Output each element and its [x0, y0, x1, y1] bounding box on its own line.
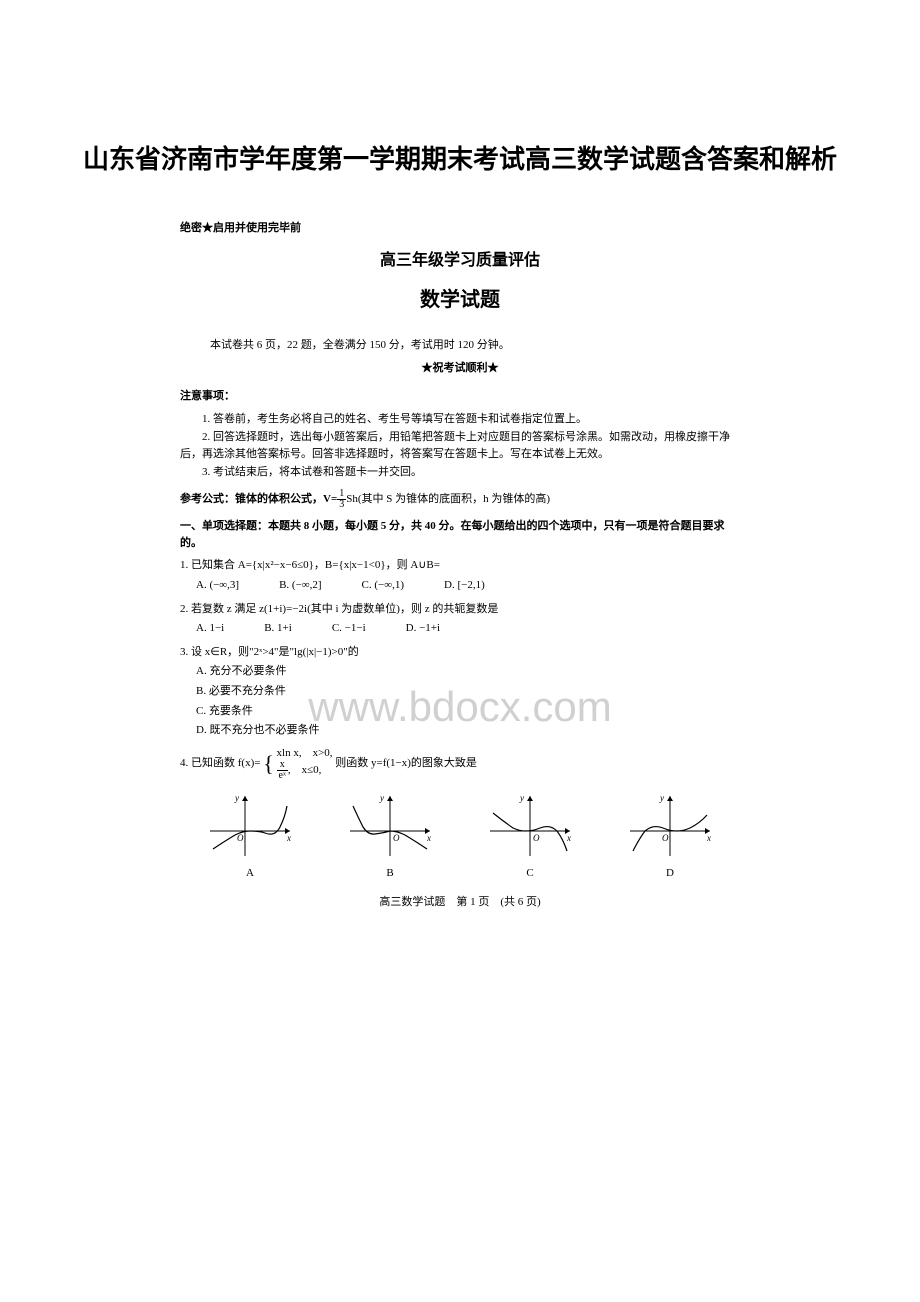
question-2: 2. 若复数 z 满足 z(1+i)=−2i(其中 i 为虚数单位)，则 z 的… [180, 601, 740, 638]
svg-text:x: x [566, 833, 571, 843]
confidential-notice: 绝密★启用并使用完毕前 [180, 219, 740, 239]
document-main-title: 山东省济南市学年度第一学期期末考试高三数学试题含答案和解析 [60, 140, 860, 179]
formula-suffix: Sh(其中 S 为锥体的底面积，h 为锥体的高) [346, 493, 550, 505]
q1-opt-b: B. (−∞,2] [279, 577, 321, 595]
q1-text: 1. 已知集合 A={x|x²−x−6≤0}，B={x|x−1<0}，则 A∪B… [180, 557, 740, 575]
q3-opt-b: B. 必要不充分条件 [196, 683, 740, 701]
page-footer: 高三数学试题 第 1 页 (共 6 页) [180, 893, 740, 913]
formula-label: 参考公式：锥体的体积公式，V= [180, 493, 337, 505]
graph-d: x y O D [625, 791, 715, 883]
graph-b-label: B [345, 865, 435, 883]
svg-text:O: O [662, 833, 669, 843]
exam-info: 本试卷共 6 页，22 题，全卷满分 150 分，考试用时 120 分钟。 [210, 336, 740, 356]
q4-case1: xln x, x>0, [277, 747, 333, 759]
formula-fraction: 13 [337, 489, 346, 510]
graph-d-label: D [625, 865, 715, 883]
graph-c-label: C [485, 865, 575, 883]
svg-text:x: x [706, 833, 711, 843]
graph-row: x y O A x y O [180, 791, 740, 883]
q3-text: 3. 设 x∈R，则"2ˣ>4"是"lg(|x|−1)>0"的 [180, 644, 740, 662]
question-1: 1. 已知集合 A={x|x²−x−6≤0}，B={x|x−1<0}，则 A∪B… [180, 557, 740, 594]
exam-content: www.bdocx.com 绝密★启用并使用完毕前 高三年级学习质量评估 数学试… [180, 219, 740, 912]
graph-b: x y O B [345, 791, 435, 883]
q1-opt-c: C. (−∞,1) [362, 577, 404, 595]
svg-text:O: O [533, 833, 540, 843]
graph-b-svg: x y O [345, 791, 435, 861]
q4-case2-suffix: , x≤0, [288, 764, 322, 776]
svg-text:O: O [393, 833, 400, 843]
q4-suffix: 则函数 y=f(1−x)的图象大致是 [335, 757, 477, 769]
q2-opt-d: D. −1+i [406, 620, 440, 638]
graph-c-svg: x y O [485, 791, 575, 861]
q3-opt-d: D. 既不充分也不必要条件 [196, 722, 740, 740]
graph-a: x y O A [205, 791, 295, 883]
svg-text:y: y [519, 793, 524, 803]
subject-title: 数学试题 [180, 282, 740, 318]
q1-opt-a: A. (−∞,3] [196, 577, 239, 595]
grade-title: 高三年级学习质量评估 [180, 247, 740, 276]
notice-title: 注意事项： [180, 387, 740, 407]
q4-prefix: 4. 已知函数 f(x)= [180, 757, 260, 769]
graph-d-svg: x y O [625, 791, 715, 861]
q1-opt-d: D. [−2,1) [444, 577, 485, 595]
notice-item-3: 3. 考试结束后，将本试卷和答题卡一并交回。 [180, 464, 740, 482]
svg-text:O: O [237, 833, 244, 843]
q3-opt-c: C. 充要条件 [196, 703, 740, 721]
q2-opt-b: B. 1+i [264, 620, 292, 638]
svg-text:x: x [426, 833, 431, 843]
graph-a-svg: x y O [205, 791, 295, 861]
question-3: 3. 设 x∈R，则"2ˣ>4"是"lg(|x|−1)>0"的 A. 充分不必要… [180, 644, 740, 740]
formula-line: 参考公式：锥体的体积公式，V=13Sh(其中 S 为锥体的底面积，h 为锥体的高… [180, 489, 740, 510]
good-luck: ★祝考试顺利★ [180, 359, 740, 379]
graph-a-label: A [205, 865, 295, 883]
q3-opt-a: A. 充分不必要条件 [196, 663, 740, 681]
graph-c: x y O C [485, 791, 575, 883]
q4-fraction: xeˣ [277, 760, 288, 781]
svg-text:y: y [659, 793, 664, 803]
notice-item-1: 1. 答卷前，考生务必将自己的姓名、考生号等填写在答题卡和试卷指定位置上。 [180, 411, 740, 429]
svg-text:x: x [286, 833, 291, 843]
q2-opt-a: A. 1−i [196, 620, 224, 638]
notice-item-2: 2. 回答选择题时，选出每小题答案后，用铅笔把答题卡上对应题目的答案标号涂黑。如… [180, 429, 740, 464]
section-1-title: 一、单项选择题：本题共 8 小题，每小题 5 分，共 40 分。在每小题给出的四… [180, 518, 740, 551]
svg-text:y: y [234, 793, 239, 803]
q2-opt-c: C. −1−i [332, 620, 366, 638]
content-layer: 绝密★启用并使用完毕前 高三年级学习质量评估 数学试题 本试卷共 6 页，22 … [180, 219, 740, 912]
svg-text:y: y [379, 793, 384, 803]
q2-text: 2. 若复数 z 满足 z(1+i)=−2i(其中 i 为虚数单位)，则 z 的… [180, 601, 740, 619]
question-4: 4. 已知函数 f(x)= { xln x, x>0, xeˣ, x≤0, 则函… [180, 746, 740, 883]
